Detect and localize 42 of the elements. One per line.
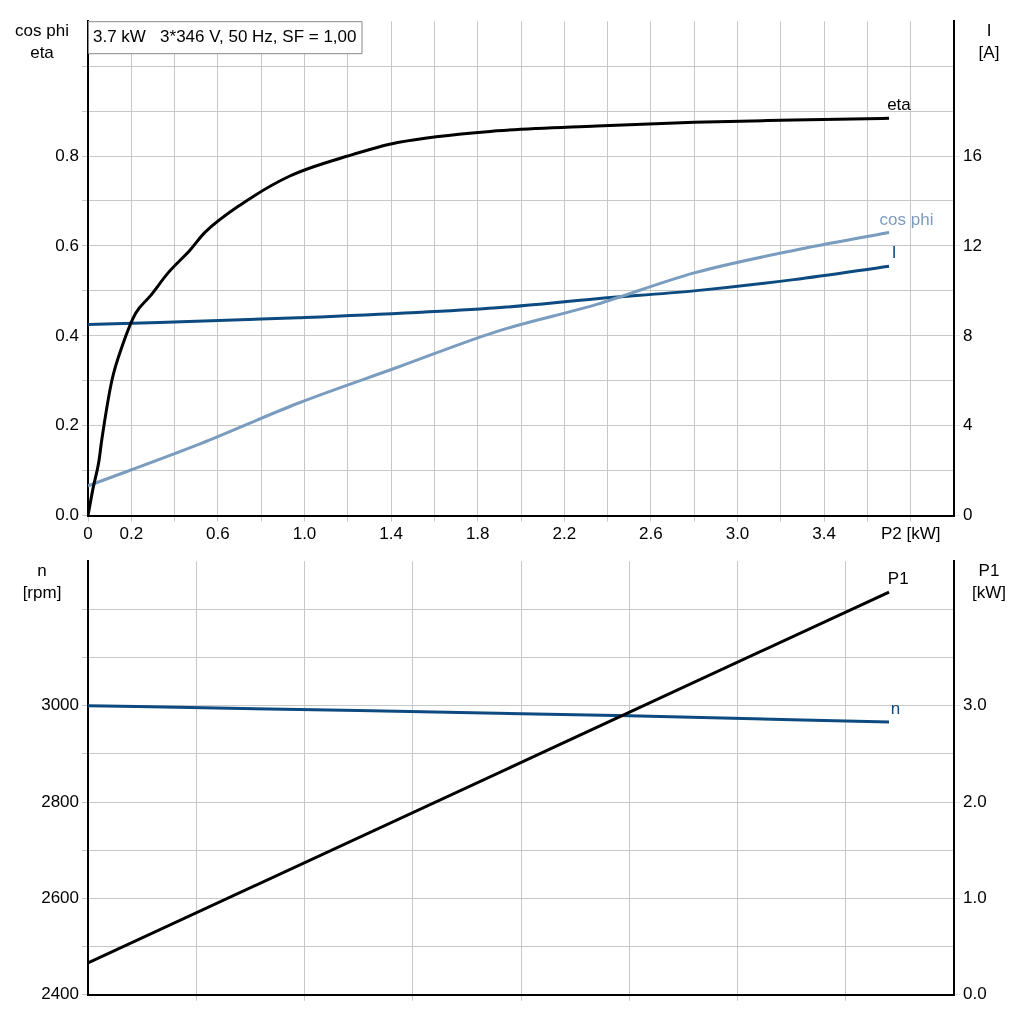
- series-label: I: [891, 243, 897, 263]
- series-label: cos phi: [879, 209, 934, 229]
- series-label: eta: [887, 95, 912, 115]
- y-axis-title: n [rpm]: [22, 561, 62, 603]
- line-series: [88, 704, 891, 724]
- y2-axis-title: I [A]: [978, 21, 1000, 63]
- y2-axis-title: P1 [kW]: [972, 561, 1006, 603]
- x-tick-label: 2.6: [639, 524, 663, 544]
- x-tick-label: 1.0: [292, 524, 317, 544]
- x-tick-label: P2 [kW]: [880, 524, 941, 544]
- series-label: P1: [887, 569, 909, 589]
- y-tick-label: 0.4: [55, 325, 79, 345]
- chart-title: 3.7 kW 3*346 V, 50 Hz, SF = 1,00: [93, 26, 357, 46]
- y2-tick-label: 2.0: [963, 791, 987, 811]
- x-tick-label: 0.6: [206, 524, 230, 544]
- x-tick-label: 0.2: [119, 524, 144, 544]
- x-tick-label: 3.4: [812, 524, 836, 544]
- y-tick-label: 0.2: [55, 415, 79, 435]
- line-series: [88, 230, 891, 488]
- y-tick-label: 0.8: [55, 145, 79, 165]
- y-tick-label: 2800: [41, 791, 79, 811]
- y-tick-label: 0.0: [55, 505, 79, 525]
- x-tick-label: 0: [83, 524, 93, 544]
- y-tick-label: 2400: [41, 984, 79, 1004]
- y2-tick-label: 0: [963, 505, 973, 525]
- series-label: n: [890, 699, 901, 719]
- x-tick-label: 1.4: [379, 524, 403, 544]
- y2-tick-label: 1.0: [963, 888, 987, 908]
- y2-tick-label: 8: [963, 325, 973, 345]
- y-tick-label: 3000: [41, 695, 79, 715]
- x-tick-label: 3.0: [725, 524, 750, 544]
- y2-tick-label: 12: [963, 235, 982, 255]
- x-tick-label: 1.8: [465, 524, 490, 544]
- y2-tick-label: 4: [963, 415, 973, 435]
- line-series: [88, 264, 891, 327]
- x-tick-label: 2.2: [552, 524, 577, 544]
- y2-tick-label: 3.0: [963, 695, 987, 715]
- y2-tick-label: 16: [963, 145, 982, 165]
- y2-tick-label: 0.0: [963, 984, 987, 1004]
- y-tick-label: 2600: [41, 888, 79, 908]
- y-tick-label: 0.6: [55, 235, 79, 255]
- y-axis-title: cos phi eta: [15, 21, 69, 63]
